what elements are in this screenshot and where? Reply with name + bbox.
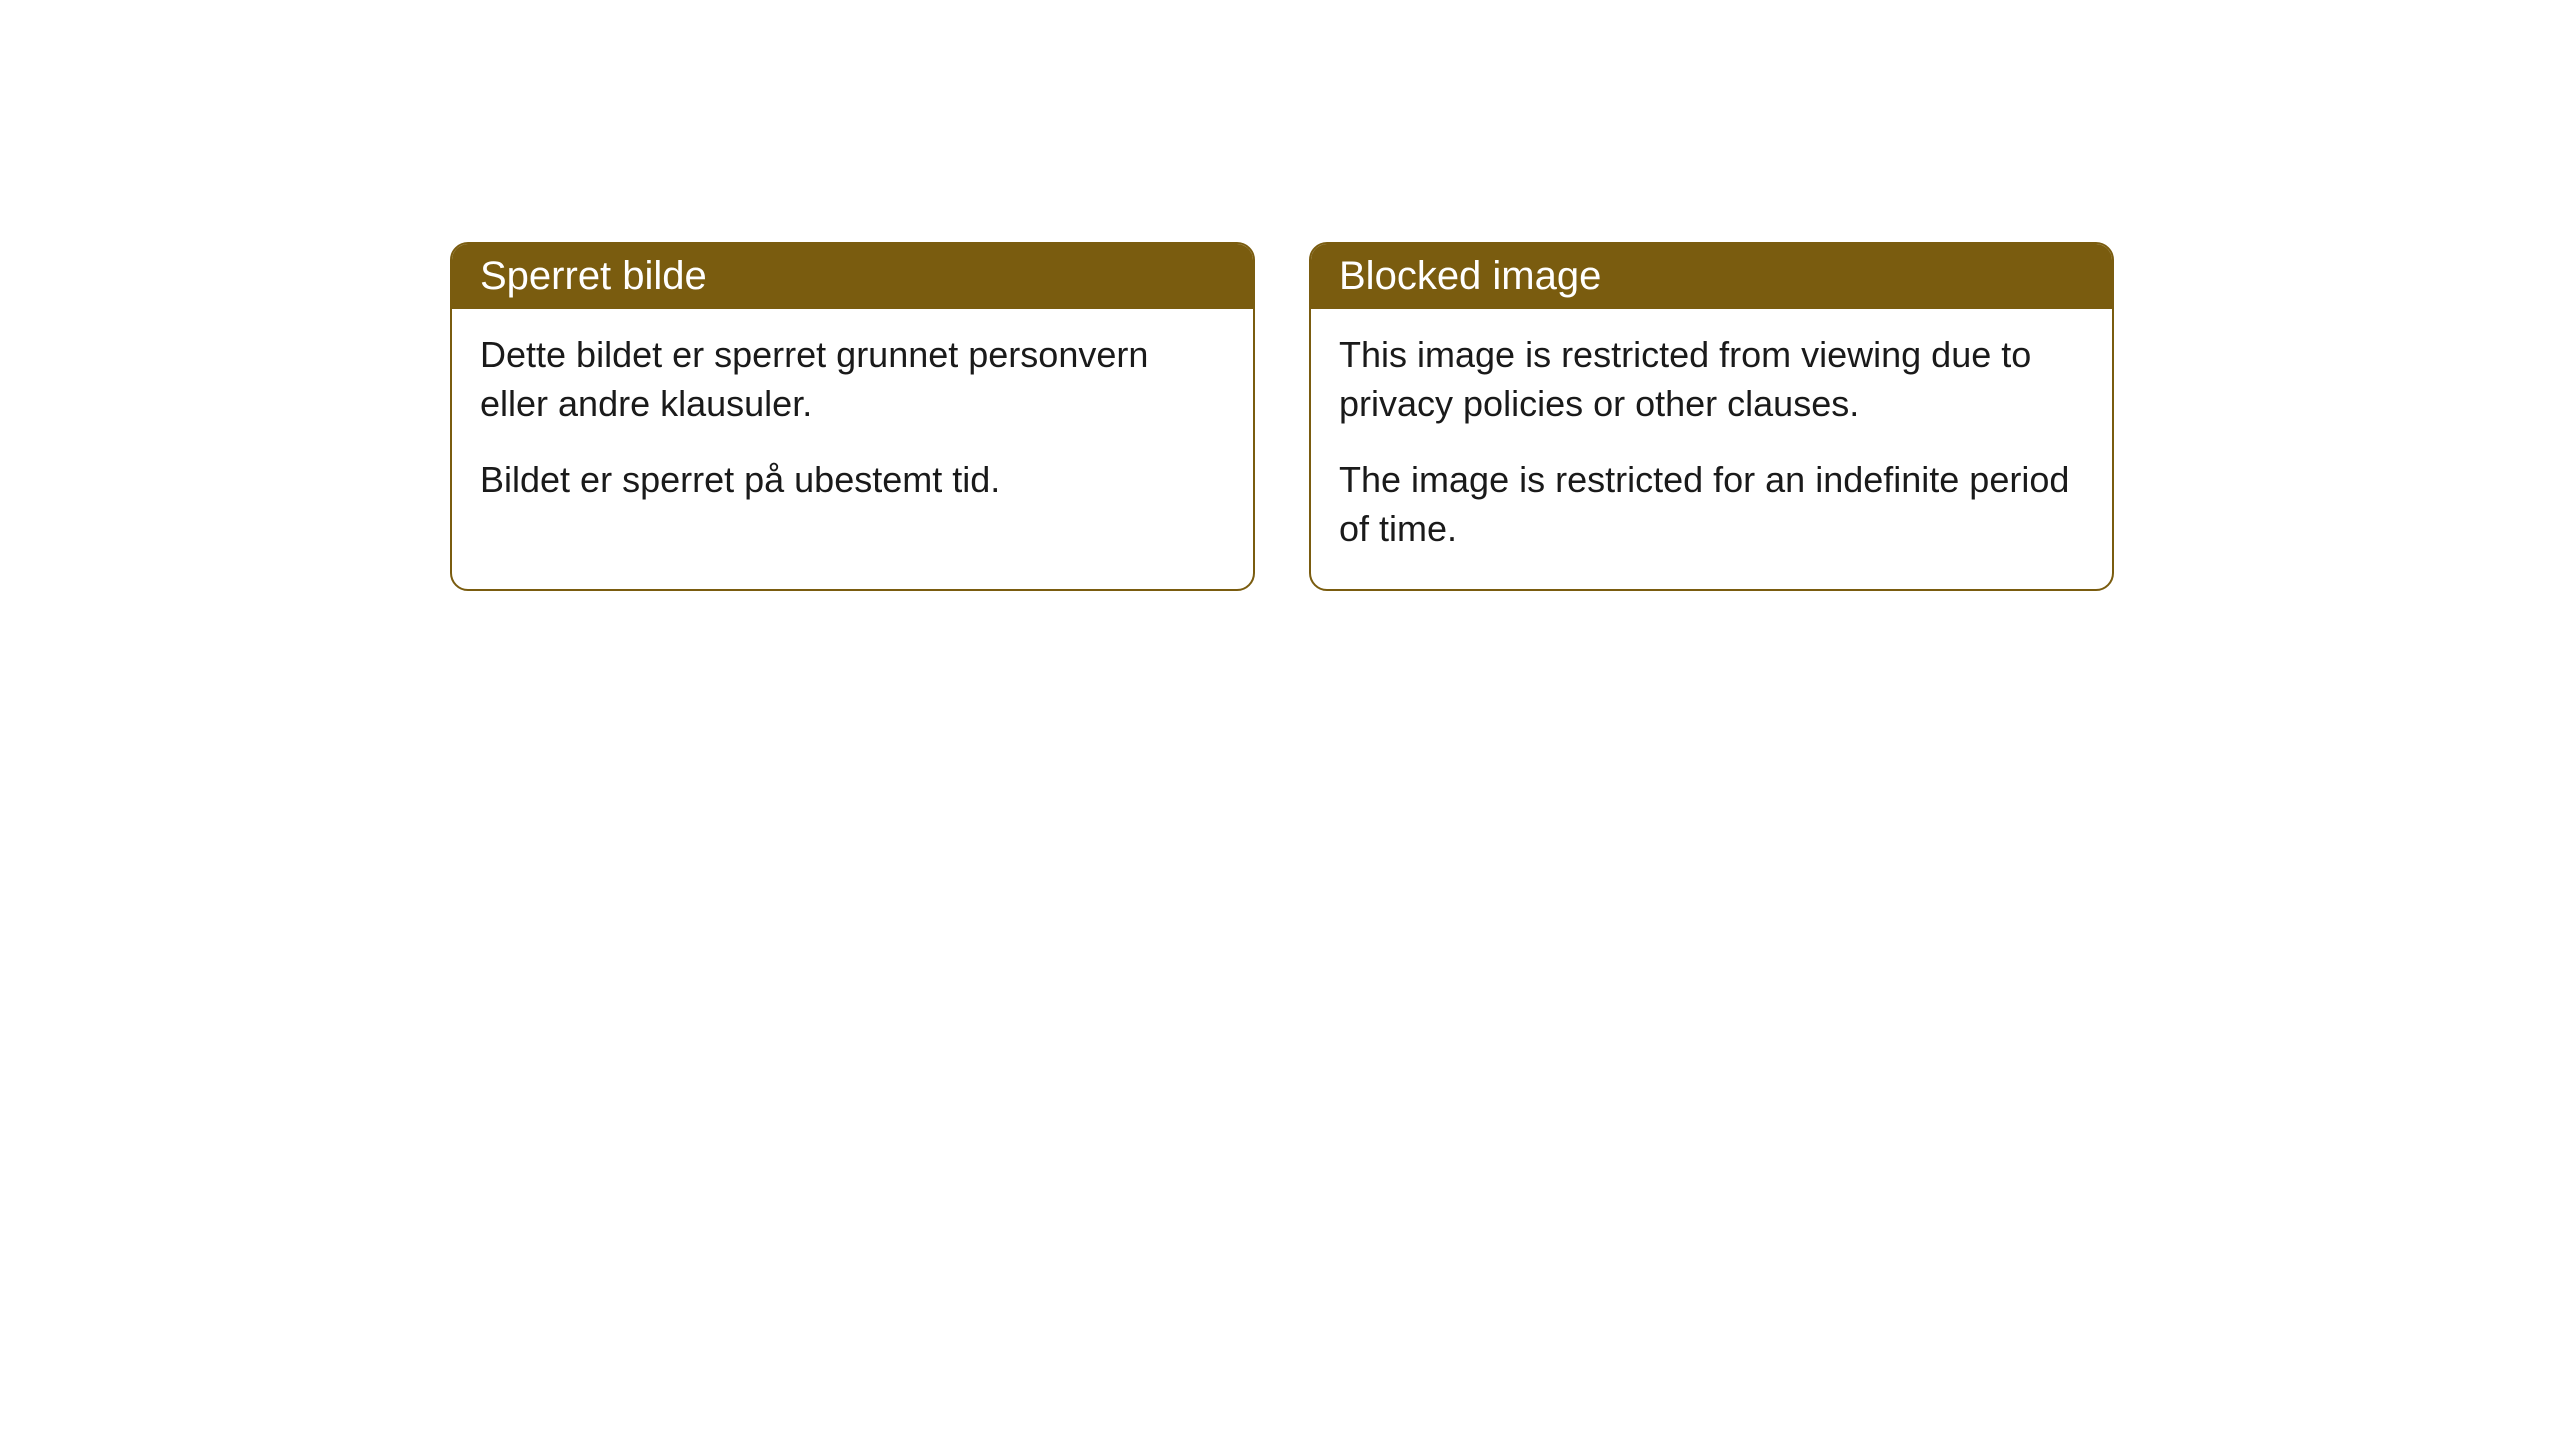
notice-card-english: Blocked image This image is restricted f… xyxy=(1309,242,2114,591)
card-paragraph: The image is restricted for an indefinit… xyxy=(1339,456,2084,553)
card-title: Sperret bilde xyxy=(480,254,707,298)
card-header: Sperret bilde xyxy=(452,244,1253,309)
card-body: This image is restricted from viewing du… xyxy=(1311,309,2112,589)
card-title: Blocked image xyxy=(1339,254,1601,298)
card-paragraph: Dette bildet er sperret grunnet personve… xyxy=(480,331,1225,428)
card-header: Blocked image xyxy=(1311,244,2112,309)
notice-cards-container: Sperret bilde Dette bildet er sperret gr… xyxy=(450,242,2114,591)
notice-card-norwegian: Sperret bilde Dette bildet er sperret gr… xyxy=(450,242,1255,591)
card-body: Dette bildet er sperret grunnet personve… xyxy=(452,309,1253,541)
card-paragraph: This image is restricted from viewing du… xyxy=(1339,331,2084,428)
card-paragraph: Bildet er sperret på ubestemt tid. xyxy=(480,456,1225,505)
